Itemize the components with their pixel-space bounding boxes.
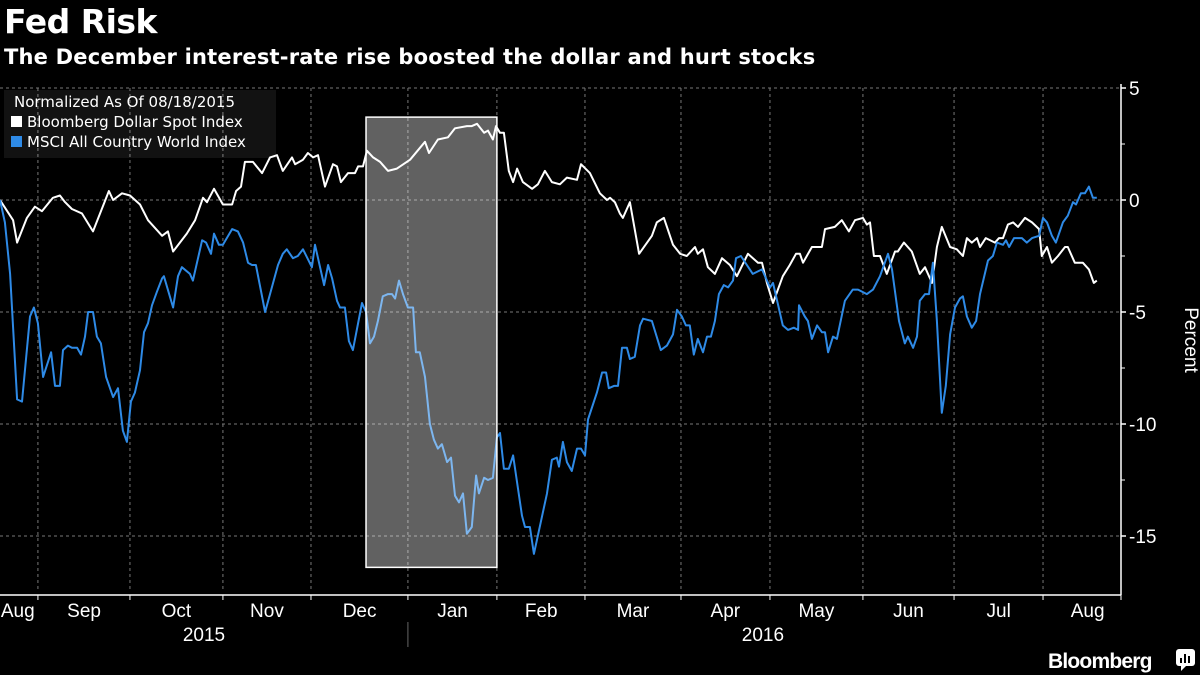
x-tick-label: Jan (437, 601, 468, 622)
y-tick-label: -10 (1129, 415, 1156, 436)
x-tick-label: Feb (525, 601, 558, 622)
fed-rate-rise-highlight (365, 116, 498, 569)
legend-swatch-msci (11, 136, 22, 147)
x-tick-label: Mar (617, 601, 650, 622)
x-year-label: 2015 (183, 625, 225, 646)
x-tick-label: Apr (711, 601, 741, 622)
y-axis-label: Percent (1180, 307, 1200, 373)
msci-index-line (0, 185, 1097, 555)
y-tick-label: -5 (1129, 303, 1146, 324)
x-tick-label: May (798, 601, 834, 622)
dollar-index-line (0, 122, 1098, 304)
gridlines (0, 87, 1121, 592)
y-tick-label: 5 (1129, 79, 1140, 100)
legend-entry-dollar: Bloomberg Dollar Spot Index (27, 113, 243, 131)
x-tick-label: Dec (343, 601, 377, 622)
x-tick-label: Jul (987, 601, 1011, 622)
legend: Normalized As Of 08/18/2015 Bloomberg Do… (4, 90, 276, 158)
x-tick-label: Aug (1071, 601, 1105, 622)
chart-title: Fed Risk (4, 2, 158, 41)
legend-entry-msci: MSCI All Country World Index (27, 133, 246, 151)
chart-subtitle: The December interest-rate rise boosted … (4, 45, 816, 69)
series-lines (0, 122, 1098, 555)
bloomberg-logo: Bloomberg (1048, 649, 1195, 673)
legend-title: Normalized As Of 08/18/2015 (14, 93, 235, 111)
legend-box (4, 90, 276, 158)
axes: 5 0 -5 -10 -15 Aug Sep Oct Nov Dec Jan Feb Mar Apr May… (0, 79, 1156, 647)
x-tick-label: Aug (1, 601, 35, 622)
bloomberg-chart-icon (1176, 649, 1195, 671)
x-tick-label: Oct (162, 601, 192, 622)
bloomberg-logo-text: Bloomberg (1048, 650, 1152, 673)
x-tick-label: Nov (250, 601, 284, 622)
x-tick-label: Jun (893, 601, 924, 622)
x-year-label: 2016 (742, 625, 784, 646)
y-tick-label: -15 (1129, 527, 1156, 548)
legend-swatch-dollar (11, 116, 22, 127)
y-tick-label: 0 (1129, 191, 1140, 212)
x-tick-label: Sep (67, 601, 101, 622)
